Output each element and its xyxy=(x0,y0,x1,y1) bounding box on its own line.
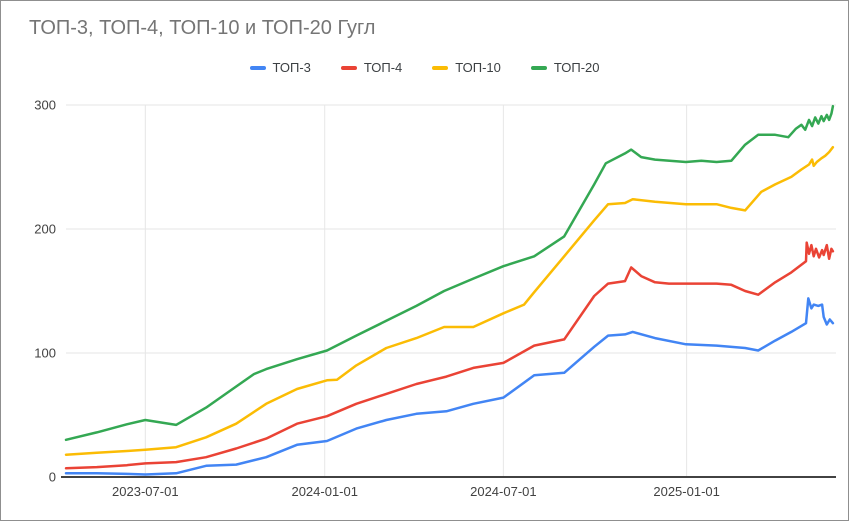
legend-label: ТОП-20 xyxy=(553,60,600,75)
chart-title: ТОП-3, ТОП-4, ТОП-10 и ТОП-20 Гугл xyxy=(29,17,376,39)
series-line-ТОП-20 xyxy=(64,104,835,442)
chart-legend: ТОП-3 ТОП-4 ТОП-10 ТОП-20 xyxy=(1,60,848,75)
legend-color-swatch xyxy=(340,65,357,70)
series-line-ТОП-3 xyxy=(64,297,835,476)
legend-item-top-4: ТОП-4 xyxy=(340,60,403,75)
legend-color-swatch xyxy=(432,65,449,70)
legend-label: ТОП-3 xyxy=(272,60,311,75)
x-axis-tick-label: 2024-07-01 xyxy=(470,484,537,499)
legend-color-swatch xyxy=(249,65,266,70)
y-axis-tick-label: 300 xyxy=(34,98,56,113)
x-axis-tick-label: 2024-01-01 xyxy=(291,484,358,499)
legend-item-top-10: ТОП-10 xyxy=(432,60,501,75)
series-line-ТОП-10 xyxy=(64,145,835,456)
legend-item-top-3: ТОП-3 xyxy=(249,60,311,75)
legend-label: ТОП-4 xyxy=(363,60,403,75)
y-axis-tick-label: 200 xyxy=(34,222,56,237)
legend-item-top-20: ТОП-20 xyxy=(530,60,600,75)
series-line-ТОП-4 xyxy=(64,241,835,470)
y-axis-tick-label: 0 xyxy=(49,470,56,485)
y-axis-tick-label: 100 xyxy=(34,346,56,361)
legend-label: ТОП-10 xyxy=(455,60,501,75)
legend-color-swatch xyxy=(530,65,547,70)
x-axis-tick-label: 2023-07-01 xyxy=(112,484,179,499)
x-axis-tick-label: 2025-01-01 xyxy=(653,484,720,499)
